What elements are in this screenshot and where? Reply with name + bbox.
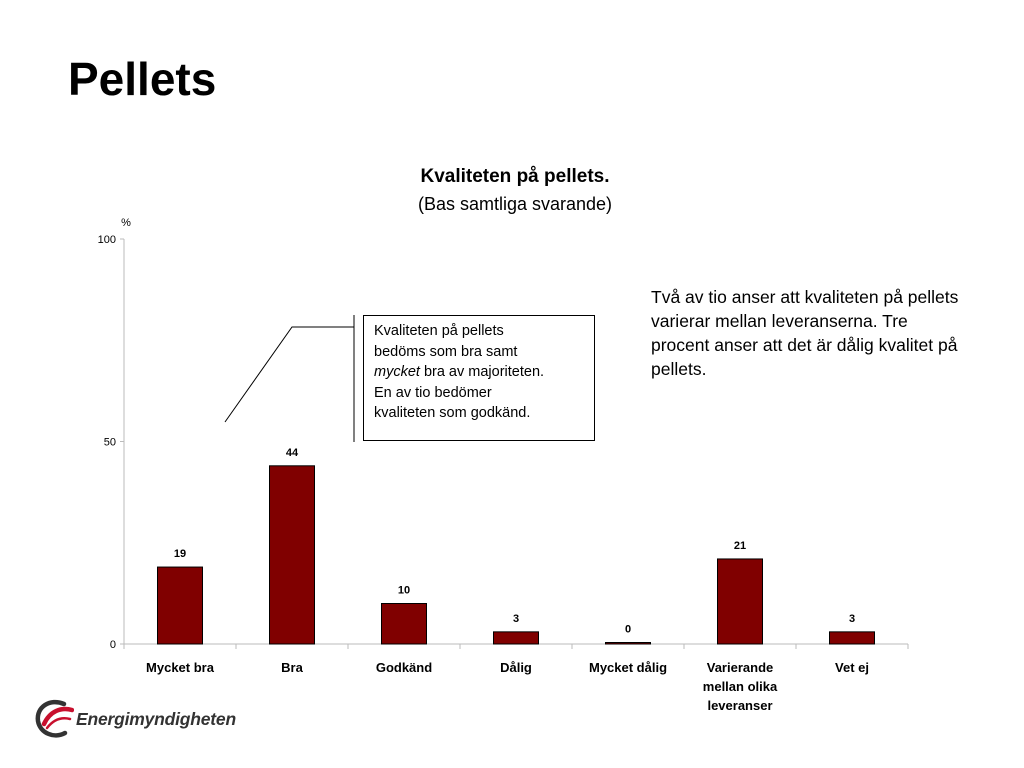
callout-line: bedöms som bra samt [374,343,518,360]
category-label: leveranser [707,698,772,713]
bar [381,603,427,645]
category-label: Godkänd [376,660,432,675]
category-label: Varierande [707,660,774,675]
callout-line-rest: bra av majoriteten. [419,364,545,380]
chart-title: Kvaliteten på pellets. [420,166,610,187]
data-label: 3 [513,613,519,625]
callout-line: mycket bra av majoriteten. [374,362,586,383]
bar [157,566,203,645]
callout-line: kvaliteten som godkänd. [374,405,531,421]
category-label: Mycket dålig [589,660,667,675]
bar [605,642,651,645]
y-axis-label: % [121,217,131,229]
bar [717,558,763,645]
callout-line: En av tio bedömer [374,384,492,401]
data-label: 0 [625,624,631,636]
category-label: Dålig [500,660,532,675]
data-label: 3 [849,613,855,625]
callout-connector [224,326,354,423]
callout-line: Kvaliteten på pellets [374,323,504,339]
callout-box: Kvaliteten på pellets bedöms som bra sam… [363,315,595,441]
bar [493,631,539,645]
bar [269,465,315,645]
side-note: Två av tio anser att kvaliteten på pelle… [651,287,959,379]
category-label: Vet ej [835,660,869,675]
chart-subtitle: (Bas samtliga svarande) [417,194,613,214]
category-label: Bra [281,660,303,675]
bar [829,631,875,645]
y-tick-label: 0 [110,639,116,651]
category-label: Mycket bra [146,660,215,675]
y-tick-label: 100 [98,234,116,246]
data-label: 44 [286,447,299,459]
data-label: 10 [398,585,410,597]
logo: Energimyndigheten [34,697,236,741]
data-label: 21 [734,540,746,552]
energimyndigheten-swirl-icon [35,699,74,738]
y-tick-label: 50 [104,437,116,449]
slide-title: Pellets [68,53,217,105]
data-label: 19 [174,548,186,560]
callout-emphasis: mycket [374,364,420,380]
category-label: mellan olika [703,679,778,694]
logo-text: Energimyndigheten [76,708,236,729]
